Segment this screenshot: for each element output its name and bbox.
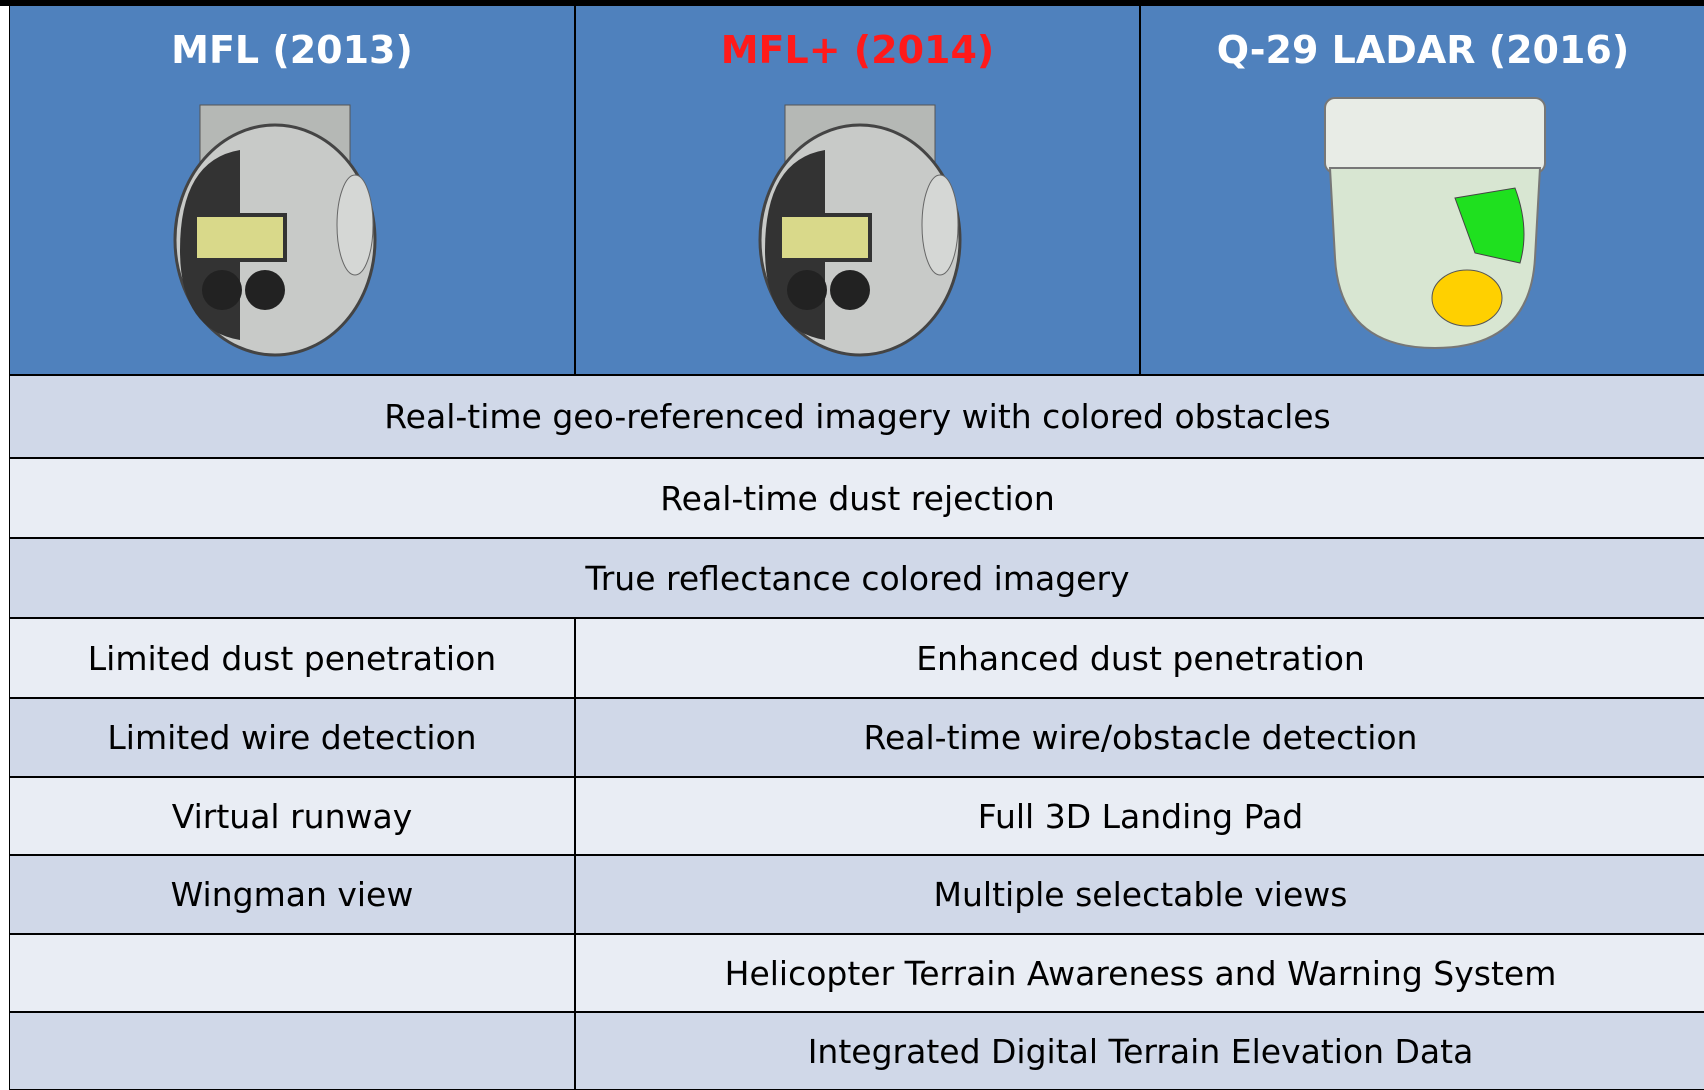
- mfl-plus-sensor-image: [758, 104, 962, 357]
- cell-text: Virtual runway: [171, 796, 413, 836]
- left-cell: [9, 934, 575, 1012]
- right-cell: Multiple selectable views: [575, 855, 1704, 934]
- left-cell: Wingman view: [9, 855, 575, 934]
- cell-text: Real-time dust rejection: [660, 478, 1055, 518]
- merged-cell: True reflectance colored imagery: [9, 538, 1704, 618]
- right-cell: Real-time wire/obstacle detection: [575, 698, 1704, 777]
- cell-text: Limited wire detection: [107, 718, 477, 757]
- merged-cell: Real-time geo-referenced imagery with co…: [9, 375, 1704, 458]
- cell-text: MFL+ (2014): [720, 28, 995, 72]
- top-border: [0, 0, 1704, 6]
- merged-cell: Real-time dust rejection: [9, 458, 1704, 538]
- cell-text: Limited dust penetration: [87, 638, 497, 678]
- cell-text: Integrated Digital Terrain Elevation Dat…: [807, 1031, 1474, 1071]
- left-cell: Limited dust penetration: [9, 618, 575, 698]
- cell-text: Full 3D Landing Pad: [977, 796, 1304, 836]
- cell-text: Q-29 LADAR (2016): [1216, 28, 1630, 72]
- left-cell: [9, 1012, 575, 1090]
- cell-text: MFL (2013): [171, 28, 413, 72]
- right-cell: Enhanced dust penetration: [575, 618, 1704, 698]
- cell-text: Real-time geo-referenced imagery with co…: [384, 397, 1331, 436]
- cell-text: Multiple selectable views: [933, 875, 1348, 914]
- left-cell: Limited wire detection: [9, 698, 575, 777]
- mfl-sensor-image: [173, 104, 377, 357]
- q29-sensor-image: [1324, 97, 1546, 350]
- cell-text: True reflectance colored imagery: [585, 558, 1130, 598]
- cell-text: Helicopter Terrain Awareness and Warning…: [724, 953, 1557, 993]
- cell-text: Wingman view: [170, 875, 414, 914]
- cell-text: Enhanced dust penetration: [916, 638, 1365, 678]
- left-cell: Virtual runway: [9, 777, 575, 855]
- right-cell: Helicopter Terrain Awareness and Warning…: [575, 934, 1704, 1012]
- right-cell: Full 3D Landing Pad: [575, 777, 1704, 855]
- cell-text: Real-time wire/obstacle detection: [863, 718, 1418, 757]
- right-cell: Integrated Digital Terrain Elevation Dat…: [575, 1012, 1704, 1090]
